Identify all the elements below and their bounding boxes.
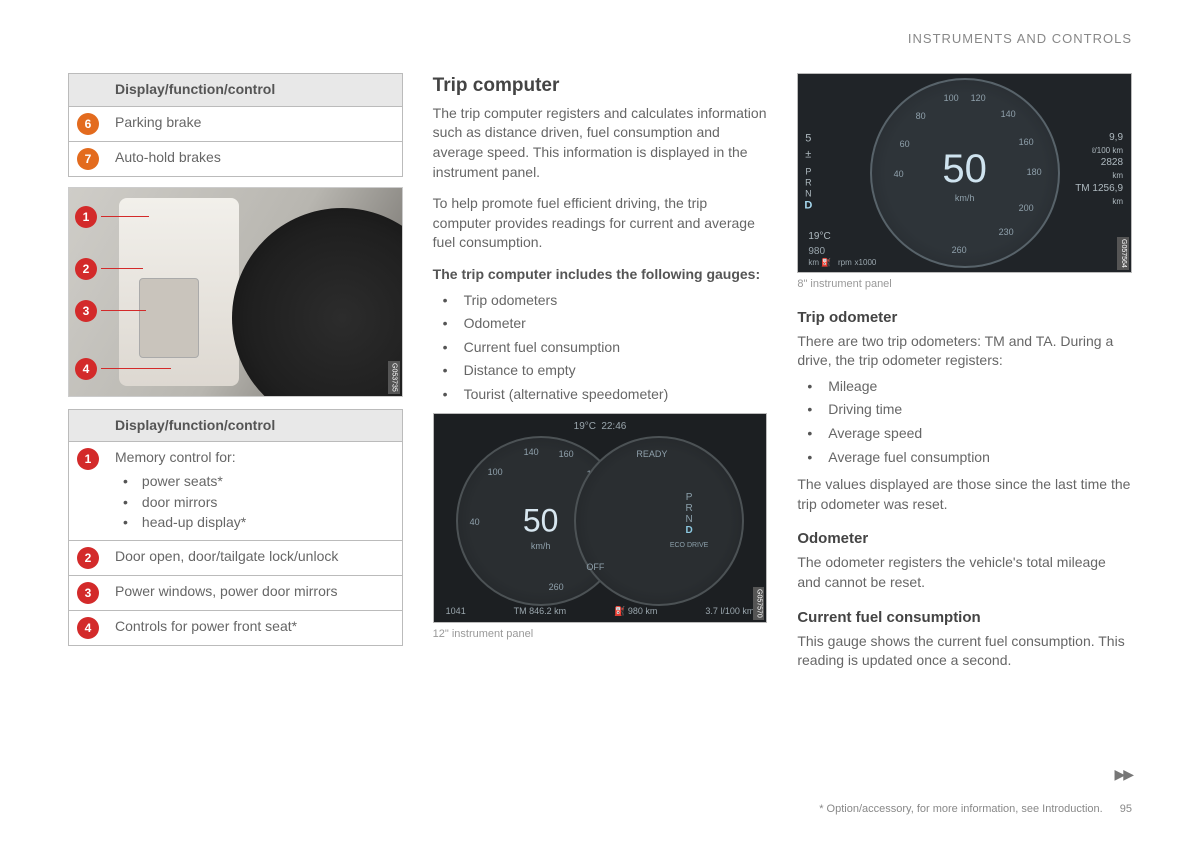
subsection-title: Current fuel consumption [797, 607, 1132, 628]
instrument-panel-8in-image: 50 km/h 40 60 80 100 120 140 160 180 200… [797, 73, 1132, 273]
number-circle: 3 [77, 582, 99, 604]
table-row: 4 Controls for power front seat* [69, 610, 403, 645]
callout-2: 2 [75, 258, 143, 280]
image-code: G053735 [388, 361, 400, 394]
gauges-heading: The trip computer includes the following… [433, 265, 768, 285]
page-columns: Display/function/control 6 Parking brake… [68, 73, 1132, 683]
sub-item: power seats* [115, 472, 394, 492]
table-row: 2 Door open, door/tailgate lock/unlock [69, 540, 403, 575]
image-caption: 12" instrument panel [433, 627, 768, 642]
image-code: G057570 [753, 587, 765, 620]
chapter-header: INSTRUMENTS AND CONTROLS [68, 30, 1132, 48]
subsection-title: Odometer [797, 528, 1132, 549]
sub-item: door mirrors [115, 493, 394, 513]
sub-list: power seats* door mirrors head-up displa… [115, 472, 394, 533]
speed-value: 50 [523, 498, 559, 543]
list-item: Distance to empty [433, 361, 768, 381]
number-circle: 2 [77, 547, 99, 569]
callout-3: 3 [75, 300, 146, 322]
middle-column: Trip computer The trip computer register… [433, 73, 768, 683]
list-item: Average fuel consumption [797, 448, 1132, 468]
speed-value: 50 [942, 141, 987, 197]
controls-table-1: Display/function/control 6 Parking brake… [68, 73, 403, 177]
temp-reading: 19°C [808, 230, 830, 244]
speed-unit: km/h [955, 192, 975, 205]
callout-4: 4 [75, 358, 171, 380]
list-item: Mileage [797, 377, 1132, 397]
trip-info: 9,9 ℓ/100 km 2828 km TM 1256,9 km [1075, 131, 1123, 207]
callout-1: 1 [75, 206, 149, 228]
table-header-blank [69, 74, 108, 107]
controls-table-2: Display/function/control 1 Memory contro… [68, 409, 403, 646]
right-column: 50 km/h 40 60 80 100 120 140 160 180 200… [797, 73, 1132, 683]
bottom-left-info: 980 km ⛽ rpm x1000 [808, 246, 876, 268]
row-text: Parking brake [107, 106, 402, 141]
left-column: Display/function/control 6 Parking brake… [68, 73, 403, 683]
number-circle: 1 [77, 448, 99, 470]
row-text: Memory control for: [115, 449, 236, 465]
intro-para: The trip computer registers and calculat… [433, 104, 768, 182]
table-header: Display/function/control [107, 409, 402, 442]
list-item: Current fuel consumption [433, 338, 768, 358]
list-item: Driving time [797, 400, 1132, 420]
number-circle: 4 [77, 617, 99, 639]
row-text: Door open, door/tailgate lock/unlock [107, 540, 402, 575]
para: The values displayed are those since the… [797, 475, 1132, 514]
range-reading: ⛽ 980 km [614, 605, 657, 618]
gauges-list: Trip odometers Odometer Current fuel con… [433, 291, 768, 405]
list-item: Tourist (alternative speedometer) [433, 385, 768, 405]
sub-item: head-up display* [115, 513, 394, 533]
door-controls-image: 1 2 3 4 G053735 [68, 187, 403, 397]
table-row: 3 Power windows, power door mirrors [69, 575, 403, 610]
row-text: Auto-hold brakes [107, 141, 402, 176]
page-number: 95 [1120, 803, 1132, 815]
table-row: 1 Memory control for: power seats* door … [69, 442, 403, 540]
table-row: 7 Auto-hold brakes [69, 141, 403, 176]
table-header: Display/function/control [107, 74, 402, 107]
page-footer: * Option/accessory, for more information… [819, 802, 1132, 817]
tm-reading: TM 846.2 km [514, 605, 567, 618]
number-circle: 7 [77, 148, 99, 170]
row-text: Controls for power front seat* [107, 610, 402, 645]
speed-unit: km/h [531, 540, 551, 553]
instrument-panel-12in-image: 19°C 22:46 50 km/h 40 100 140 160 180 20… [433, 413, 768, 623]
footnote: * Option/accessory, for more information… [819, 803, 1102, 815]
image-code: G057564 [1117, 237, 1129, 270]
gear-indicator: 5 ± P R N D [804, 132, 812, 215]
gear-indicator: P R N D ECO DRIVE [670, 492, 709, 550]
list-item: Odometer [433, 314, 768, 334]
subsection-title: Trip odometer [797, 307, 1132, 328]
clock-reading: 22:46 [601, 420, 626, 434]
odometer-list: Mileage Driving time Average speed Avera… [797, 377, 1132, 467]
row-text: Power windows, power door mirrors [107, 575, 402, 610]
power-gauge: P R N D ECO DRIVE READY OFF [574, 436, 744, 606]
para: To help promote fuel efficient driving, … [433, 194, 768, 253]
number-circle: 6 [77, 113, 99, 135]
section-title: Trip computer [433, 73, 768, 100]
list-item: Trip odometers [433, 291, 768, 311]
para: The odometer registers the vehicle's tot… [797, 553, 1132, 592]
table-header-blank [69, 409, 108, 442]
continue-icon: ▶▶ [1114, 765, 1132, 785]
table-row: 6 Parking brake [69, 106, 403, 141]
temp-reading: 19°C [574, 420, 596, 434]
para: This gauge shows the current fuel consum… [797, 632, 1132, 671]
para: There are two trip odometers: TM and TA.… [797, 332, 1132, 371]
odo-reading: 1041 [446, 605, 466, 618]
image-caption: 8" instrument panel [797, 277, 1132, 292]
list-item: Average speed [797, 424, 1132, 444]
cons-reading: 3.7 l/100 km [705, 605, 754, 618]
